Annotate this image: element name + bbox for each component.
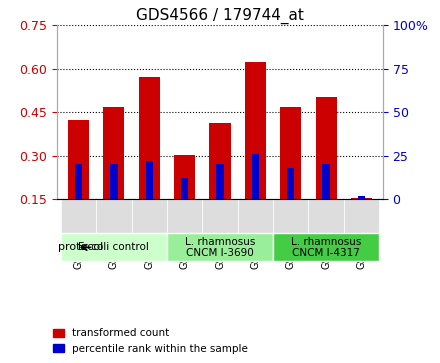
Bar: [61, 199, 96, 261]
Bar: [202, 199, 238, 233]
Bar: [245, 62, 266, 199]
Bar: [280, 107, 301, 199]
Bar: [132, 199, 167, 233]
Bar: [315, 97, 337, 199]
Bar: [75, 164, 82, 199]
Bar: [273, 233, 379, 261]
Bar: [167, 199, 202, 233]
Bar: [61, 199, 96, 233]
Text: E. coli control: E. coli control: [78, 242, 149, 252]
Bar: [323, 164, 330, 199]
Bar: [308, 199, 344, 261]
Text: protocol: protocol: [58, 242, 103, 252]
Bar: [167, 199, 202, 261]
Bar: [344, 199, 379, 261]
Bar: [202, 199, 238, 261]
Legend: transformed count, percentile rank within the sample: transformed count, percentile rank withi…: [49, 324, 252, 358]
Bar: [167, 233, 273, 261]
Bar: [344, 199, 379, 233]
Bar: [287, 168, 294, 199]
Bar: [103, 107, 125, 199]
Bar: [132, 199, 167, 261]
Bar: [209, 123, 231, 199]
Bar: [238, 199, 273, 261]
Bar: [96, 199, 132, 233]
Bar: [273, 199, 308, 261]
Bar: [238, 199, 273, 233]
Title: GDS4566 / 179744_at: GDS4566 / 179744_at: [136, 8, 304, 24]
Bar: [110, 164, 117, 199]
Bar: [358, 196, 365, 199]
Bar: [146, 161, 153, 199]
Bar: [216, 164, 224, 199]
Text: L. rhamnosus
CNCM I-3690: L. rhamnosus CNCM I-3690: [185, 237, 255, 258]
Bar: [273, 199, 308, 233]
Bar: [61, 233, 167, 261]
Bar: [308, 199, 344, 233]
Text: L. rhamnosus
CNCM I-4317: L. rhamnosus CNCM I-4317: [291, 237, 361, 258]
Bar: [181, 178, 188, 199]
Bar: [68, 119, 89, 199]
Bar: [174, 155, 195, 199]
Bar: [139, 77, 160, 199]
Bar: [252, 154, 259, 199]
Bar: [96, 199, 132, 261]
